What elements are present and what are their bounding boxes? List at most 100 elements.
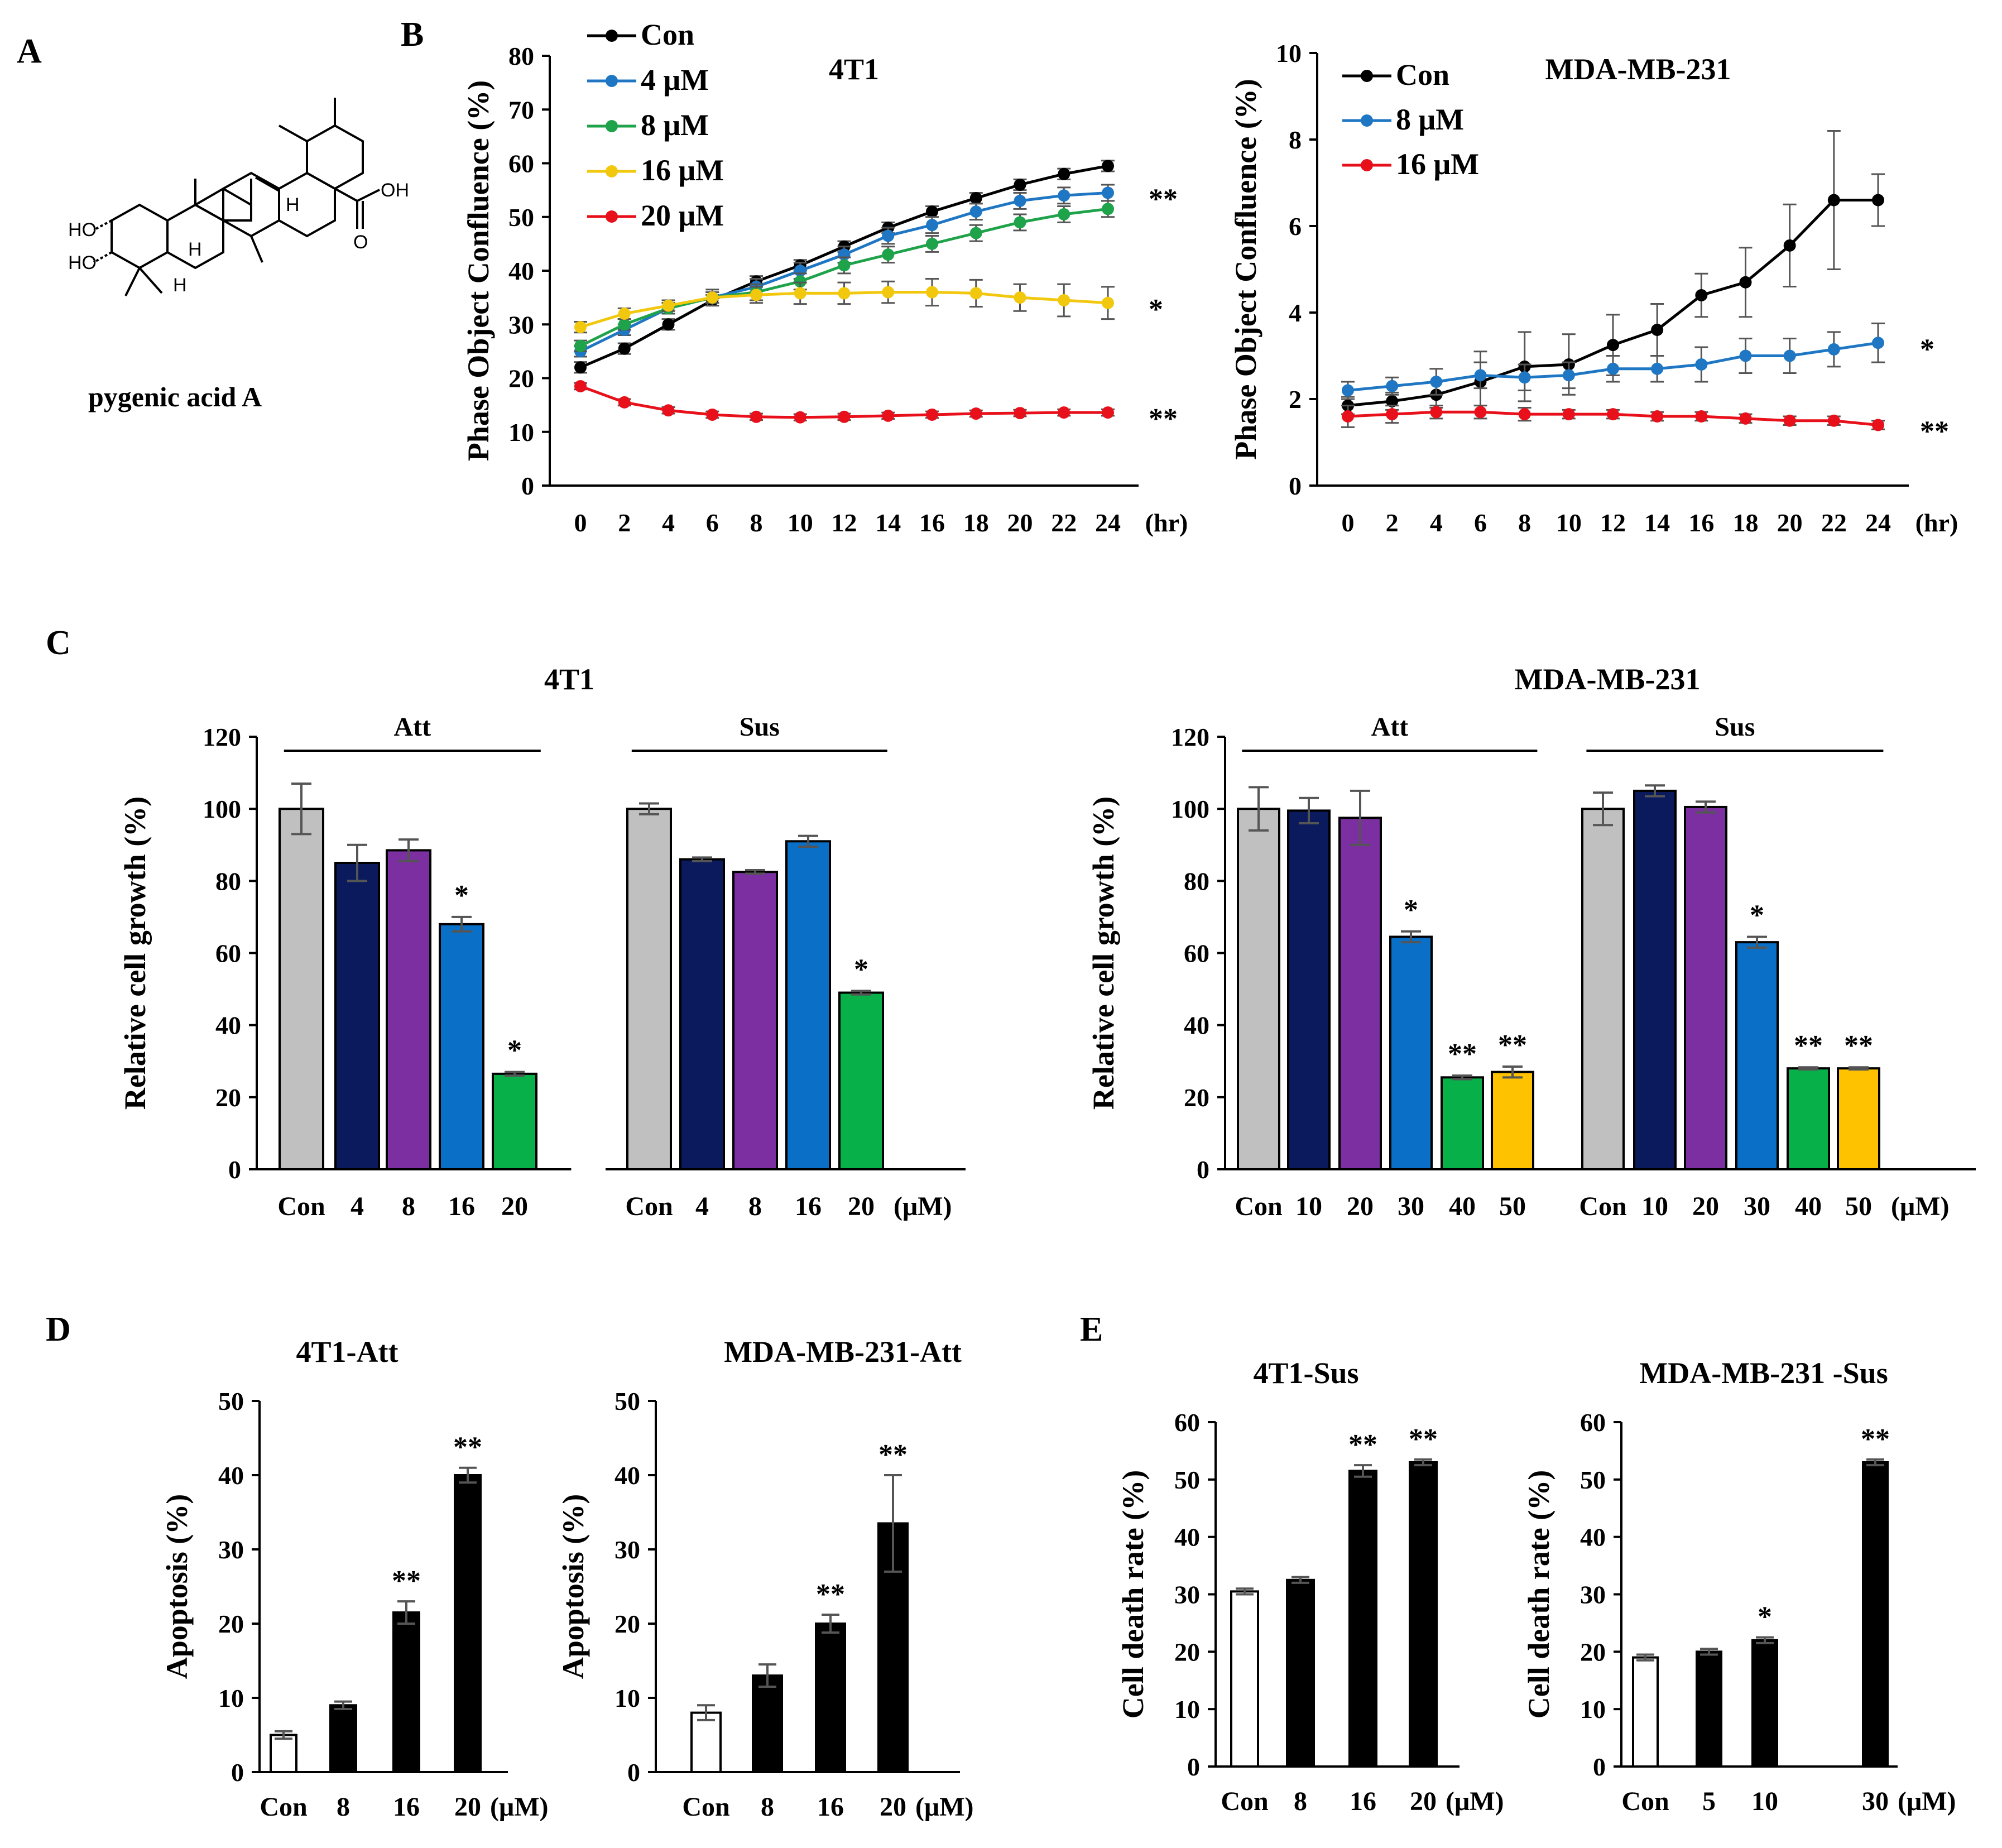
y-tick-label: 10: [508, 418, 534, 447]
x-tick-label: 8: [337, 1792, 350, 1822]
data-point: [750, 410, 762, 423]
y-tick-label: 120: [203, 723, 241, 751]
data-point: [662, 404, 675, 417]
y-tick-label: 120: [1171, 723, 1209, 751]
x-axis-unit: (hr): [1145, 508, 1188, 537]
y-tick-label: 70: [508, 95, 534, 124]
y-tick-label: 30: [614, 1535, 640, 1564]
data-point: [1518, 371, 1531, 384]
data-point: [926, 219, 938, 232]
x-tick-label: 20: [1692, 1192, 1719, 1221]
data-point: [1607, 408, 1619, 421]
data-point: [1739, 349, 1752, 362]
data-point: [882, 248, 895, 261]
ring-e: [306, 124, 364, 190]
bar: [1338, 817, 1382, 1170]
y-axis-title: Apoptosis (%): [556, 1494, 590, 1679]
methyl: [250, 236, 263, 263]
y-tick-label: 80: [1184, 867, 1209, 895]
data-point: [1058, 208, 1070, 220]
y-tick-label: 40: [1184, 1011, 1209, 1040]
significance-mark: *: [1404, 894, 1418, 926]
x-tick-label: 4: [695, 1192, 709, 1221]
y-tick-label: 0: [521, 472, 534, 500]
data-point: [926, 286, 938, 299]
significance-mark: **: [1794, 1030, 1823, 1062]
y-axis-title: Relative cell growth (%): [1087, 796, 1120, 1110]
chart-d-mda: 0 10 20 30 40 50 Apoptosis (%) MDA-MB-231-Att Co…: [556, 1335, 973, 1822]
data-point: [1651, 324, 1664, 336]
y-tick-label: 10: [1174, 1695, 1200, 1724]
legend-label: 16 μM: [641, 153, 724, 187]
series-2: [1341, 405, 1885, 431]
bar: [626, 808, 672, 1170]
bar: [279, 808, 324, 1170]
data-point: [1783, 349, 1796, 362]
data-point: [1607, 362, 1619, 375]
x-tick-label: 16: [919, 508, 945, 537]
y-tick-label: 50: [508, 203, 534, 232]
x-tick-label: Con: [277, 1192, 325, 1221]
legend-label: Con: [641, 18, 694, 51]
group-label: Att: [393, 712, 431, 742]
y-tick-label: 50: [614, 1387, 640, 1415]
x-tick-label: 20: [848, 1192, 875, 1221]
data-point: [574, 361, 587, 374]
y-tick-label: 0: [1187, 1753, 1200, 1781]
data-point: [574, 380, 587, 392]
data-point: [1739, 276, 1752, 289]
data-point: [706, 291, 719, 304]
legend-marker: [606, 120, 618, 132]
group-label: Sus: [740, 712, 780, 742]
chart-c-mda: 0 20 40 60 80 100 120 Relative cell growth (%) M…: [1087, 663, 1976, 1221]
y-tick-label: 0: [231, 1758, 244, 1787]
data-point: [1783, 239, 1796, 252]
y-tick-label: 60: [215, 939, 241, 968]
x-tick-label: 8: [1518, 508, 1531, 537]
x-tick-label: 20: [501, 1192, 528, 1221]
legend-marker: [1361, 70, 1373, 82]
x-tick-label: Con: [1235, 1192, 1282, 1221]
y-tick-label: 0: [1289, 472, 1302, 500]
data-point: [706, 408, 719, 421]
data-point: [1014, 216, 1026, 229]
x-tick-label: 16: [448, 1192, 475, 1221]
legend-label: Con: [1396, 58, 1449, 92]
data-point: [1058, 189, 1070, 202]
x-tick-label: 24: [1095, 508, 1121, 537]
data-point: [1827, 343, 1840, 356]
x-axis-unit: (μM): [1446, 1787, 1504, 1816]
x-tick-label: 14: [875, 508, 901, 537]
y-tick-label: 60: [1174, 1408, 1200, 1437]
x-tick-label: 4: [1430, 508, 1443, 537]
y-tick-label: 0: [627, 1758, 640, 1787]
data-point: [1562, 408, 1575, 421]
x-axis-unit: (μM): [490, 1792, 548, 1822]
data-point: [1430, 406, 1443, 419]
hydroxyl-bond: [93, 251, 112, 263]
data-point: [1562, 369, 1575, 382]
data-point: [969, 287, 982, 300]
significance-mark: **: [453, 1432, 482, 1463]
data-point: [838, 259, 851, 272]
pygenic-acid-structure: [93, 98, 380, 296]
y-tick-label: 10: [614, 1684, 640, 1712]
data-point: [574, 321, 587, 334]
data-point: [1607, 339, 1619, 352]
x-tick-label: 2: [618, 508, 631, 537]
data-point: [662, 299, 675, 312]
y-tick-label: 30: [1580, 1581, 1606, 1609]
y-tick-label: 60: [1184, 939, 1209, 968]
data-point: [969, 205, 982, 218]
bar: [1389, 935, 1433, 1170]
x-tick-label: 8: [402, 1192, 415, 1221]
x-tick-label: 10: [1751, 1787, 1778, 1816]
x-axis-unit: (μM): [1891, 1192, 1949, 1221]
legend-marker: [606, 75, 618, 87]
bar: [334, 862, 380, 1170]
bar: [785, 840, 831, 1170]
data-point: [838, 410, 851, 423]
panel-label-b: B: [401, 16, 424, 54]
significance-mark: **: [1498, 1029, 1527, 1061]
data-point: [1872, 419, 1884, 431]
